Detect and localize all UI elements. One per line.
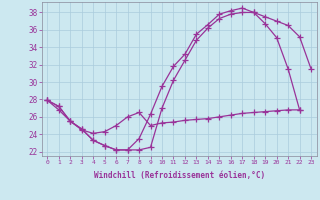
X-axis label: Windchill (Refroidissement éolien,°C): Windchill (Refroidissement éolien,°C) bbox=[94, 171, 265, 180]
